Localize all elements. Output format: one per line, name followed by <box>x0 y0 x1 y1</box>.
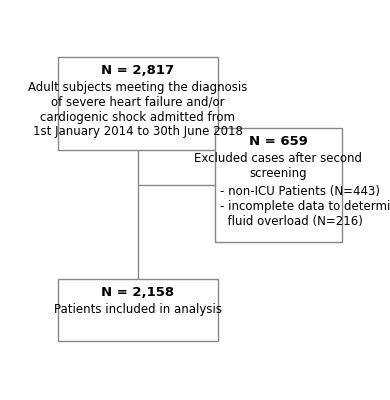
Text: of severe heart failure and/or: of severe heart failure and/or <box>51 96 225 109</box>
Bar <box>215 128 342 242</box>
Text: - non-ICU Patients (N=443): - non-ICU Patients (N=443) <box>220 185 379 198</box>
Text: 1st January 2014 to 30th June 2018: 1st January 2014 to 30th June 2018 <box>33 125 243 138</box>
Text: cardiogenic shock admitted from: cardiogenic shock admitted from <box>41 110 236 124</box>
Text: Patients included in analysis: Patients included in analysis <box>54 303 222 316</box>
Text: N = 2,158: N = 2,158 <box>101 286 174 299</box>
Text: fluid overload (N=216): fluid overload (N=216) <box>220 215 362 228</box>
Text: N = 659: N = 659 <box>249 135 308 148</box>
Bar <box>58 279 218 341</box>
Text: - incomplete data to determine: - incomplete data to determine <box>220 200 390 213</box>
Text: Adult subjects meeting the diagnosis: Adult subjects meeting the diagnosis <box>28 81 248 94</box>
Text: N = 2,817: N = 2,817 <box>101 64 174 77</box>
Text: Excluded cases after second: Excluded cases after second <box>195 152 362 165</box>
Bar <box>58 57 218 150</box>
Text: screening: screening <box>250 166 307 180</box>
